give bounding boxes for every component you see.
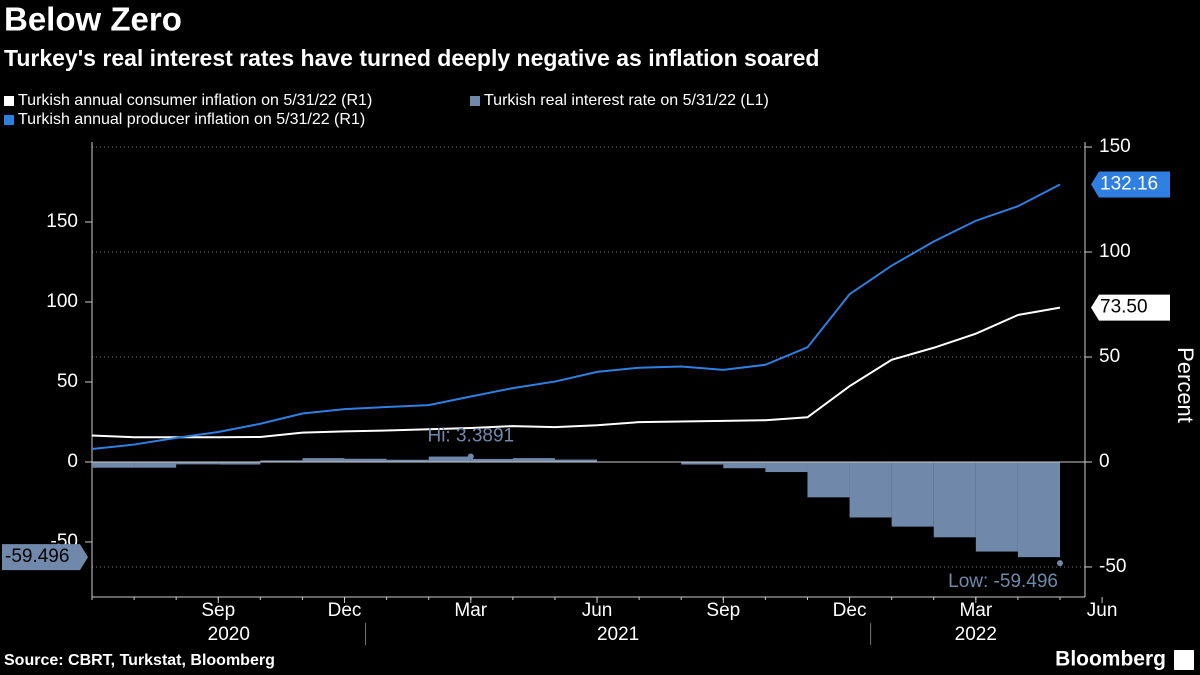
real-rate-bar	[933, 461, 976, 538]
real-rate-bar	[1017, 461, 1060, 558]
series-line	[91, 183, 1061, 450]
real-rate-bar	[765, 461, 808, 473]
x-year-label: 2020	[208, 624, 250, 645]
low-dot	[1057, 560, 1063, 567]
y-tick-label: 50	[57, 371, 78, 392]
x-year-label: 2022	[955, 624, 997, 645]
y2-tick-label: 0	[1099, 451, 1110, 472]
real-rate-bar	[849, 461, 892, 518]
real-rate-bar	[891, 461, 934, 527]
x-tick-label: Sep	[706, 600, 740, 621]
source: Source: CBRT, Turkstat, Bloomberg	[4, 652, 275, 669]
value-tag	[1091, 171, 1170, 198]
low-annotation: Low: -59.496	[948, 571, 1058, 592]
real-rate-bar	[176, 461, 219, 465]
y2-tick-label: 50	[1099, 346, 1120, 367]
real-rate-bar	[975, 461, 1018, 552]
real-rate-bar	[260, 460, 303, 462]
y-tick-label: 150	[46, 211, 78, 232]
y2-tick-label: 150	[1099, 136, 1131, 157]
legend-label: Turkish annual producer inflation on 5/3…	[18, 111, 365, 128]
y-tick-label: 100	[46, 291, 78, 312]
x-tick-label: Jun	[1087, 600, 1118, 621]
real-rate-bar	[302, 458, 345, 462]
x-tick-label: Jun	[582, 600, 613, 621]
x-tick-label: Dec	[833, 600, 867, 621]
y2-tick-label: 100	[1099, 241, 1131, 262]
x-year-label: 2021	[597, 624, 639, 645]
legend-label: Turkish annual consumer inflation on 5/3…	[18, 92, 372, 109]
real-rate-bar	[512, 458, 555, 462]
value-tag	[2, 544, 88, 571]
legend-label: Turkish real interest rate on 5/31/22 (L…	[484, 92, 769, 109]
real-rate-bar	[681, 461, 724, 465]
value-label: -59.496	[5, 546, 69, 567]
series-line	[91, 306, 1061, 439]
chart-title: Below Zero	[4, 1, 182, 38]
y-tick-label: 0	[67, 451, 78, 472]
real-rate-bar	[554, 459, 598, 462]
real-rate-bar	[723, 461, 766, 469]
real-rate-bar	[92, 461, 135, 468]
value-tag	[1091, 294, 1170, 321]
brand: Bloomberg	[1055, 648, 1166, 671]
real-rate-bar	[470, 458, 513, 462]
hi-annotation: Hi: 3.3891	[427, 426, 514, 447]
legend-swatch	[4, 115, 14, 125]
hi-dot	[467, 453, 474, 460]
real-rate-bar	[386, 459, 429, 462]
real-rate-bar	[807, 461, 850, 498]
legend-swatch	[4, 96, 14, 106]
x-tick-label: Mar	[454, 600, 487, 621]
real-rate-bar	[218, 461, 261, 465]
legend-swatch	[470, 96, 480, 106]
chart-subtitle: Turkey's real interest rates have turned…	[4, 45, 819, 71]
x-tick-label: Dec	[328, 600, 362, 621]
real-rate-bar	[428, 456, 471, 462]
value-label: 73.50	[1100, 297, 1148, 318]
real-rate-bar	[344, 458, 387, 462]
real-rate-bar	[134, 461, 177, 468]
x-tick-label: Mar	[959, 600, 992, 621]
y2-tick-label: -50	[1099, 556, 1126, 577]
x-tick-label: Sep	[201, 600, 235, 621]
brand-icon	[1174, 650, 1194, 670]
y2-axis-label: Percent	[1173, 347, 1198, 423]
value-label: 132.16	[1100, 174, 1158, 195]
